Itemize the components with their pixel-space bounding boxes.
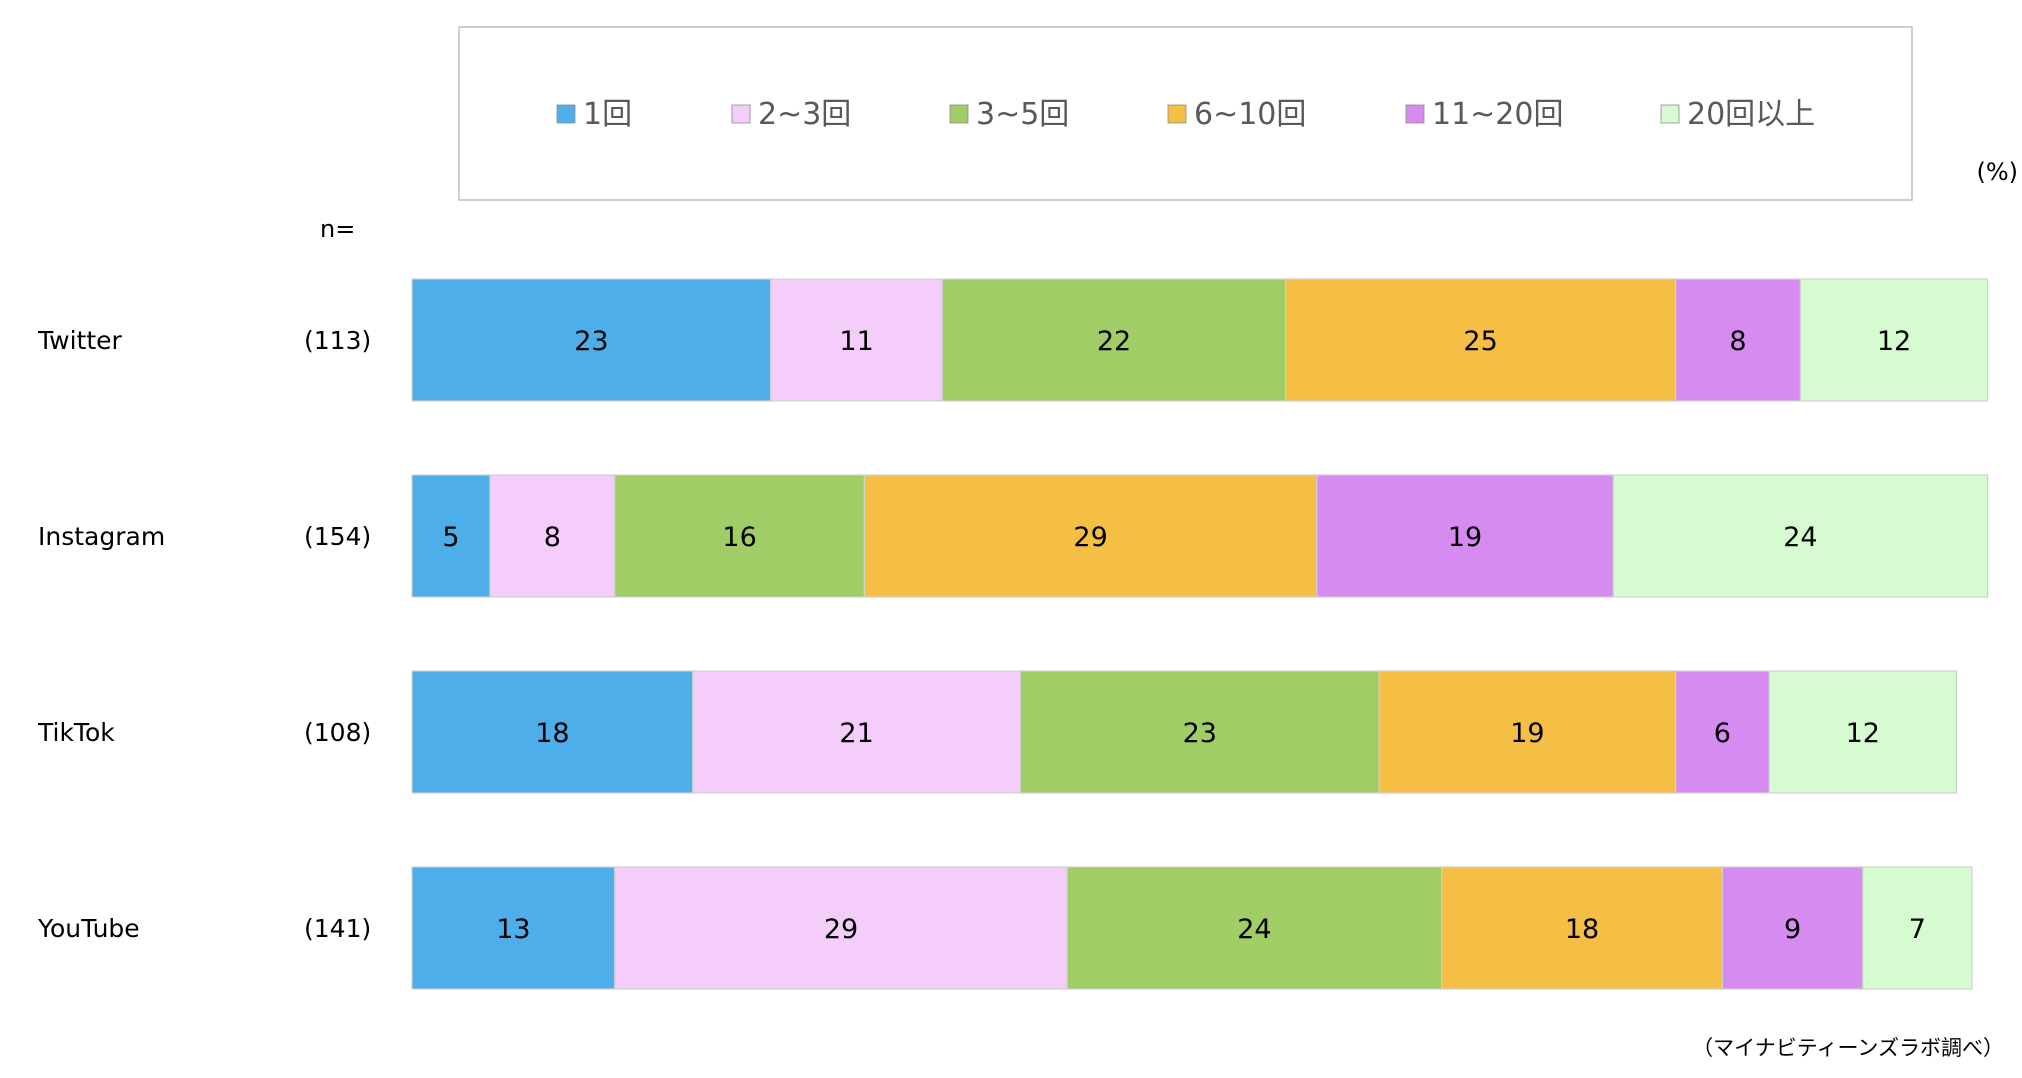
value-label-instagram-series-3: 16 bbox=[722, 522, 756, 553]
legend-label-2: 2~3回 bbox=[758, 97, 851, 132]
bar-twitter-series-3 bbox=[941, 278, 1287, 402]
bar-twitter-series-4 bbox=[1284, 278, 1677, 402]
category-label-instagram: Instagram bbox=[38, 522, 165, 551]
legend-swatch-4 bbox=[1167, 104, 1187, 124]
bar-youtube-series-3 bbox=[1066, 866, 1443, 990]
value-label-youtube-series-3: 24 bbox=[1237, 914, 1271, 945]
bar-tiktok-series-6 bbox=[1768, 670, 1957, 794]
bar-youtube-series-5 bbox=[1721, 866, 1864, 990]
value-label-twitter-series-5: 8 bbox=[1729, 326, 1746, 357]
value-label-youtube-series-6: 7 bbox=[1909, 914, 1926, 945]
n-label-tiktok: (108) bbox=[304, 718, 371, 747]
value-label-instagram-series-1: 5 bbox=[442, 522, 459, 553]
bar-instagram-series-2 bbox=[489, 474, 616, 598]
category-label-youtube: YouTube bbox=[37, 914, 140, 943]
bar-instagram-series-1 bbox=[411, 474, 491, 598]
value-label-tiktok-series-3: 23 bbox=[1183, 718, 1217, 749]
legend-label-5: 11~20回 bbox=[1432, 97, 1563, 132]
bar-instagram-series-6 bbox=[1612, 474, 1989, 598]
value-label-tiktok-series-4: 19 bbox=[1510, 718, 1544, 749]
bar-instagram-series-4 bbox=[863, 474, 1318, 598]
bar-instagram-series-3 bbox=[614, 474, 865, 598]
category-label-tiktok: TikTok bbox=[37, 718, 115, 747]
bar-instagram-series-5 bbox=[1316, 474, 1614, 598]
bar-tiktok-series-1 bbox=[411, 670, 694, 794]
value-label-twitter-series-6: 12 bbox=[1877, 326, 1911, 357]
legend-swatch-5 bbox=[1405, 104, 1425, 124]
legend: 1回 2~3回 3~5回 6~10回 11~20回 20回以上 bbox=[556, 97, 1815, 132]
value-label-tiktok-series-5: 6 bbox=[1714, 718, 1731, 749]
n-label-twitter: (113) bbox=[304, 326, 371, 355]
legend-label-6: 20回以上 bbox=[1687, 97, 1815, 132]
value-label-instagram-series-6: 24 bbox=[1783, 522, 1817, 553]
n-header: n= bbox=[320, 215, 355, 243]
value-label-twitter-series-4: 25 bbox=[1463, 326, 1497, 357]
value-label-twitter-series-2: 11 bbox=[839, 326, 873, 357]
bar-youtube-series-2 bbox=[614, 866, 1068, 990]
value-label-youtube-series-4: 18 bbox=[1565, 914, 1599, 945]
category-label-twitter: Twitter bbox=[37, 326, 123, 355]
value-label-instagram-series-2: 8 bbox=[544, 522, 561, 553]
value-label-youtube-series-1: 13 bbox=[496, 914, 530, 945]
value-label-youtube-series-5: 9 bbox=[1784, 914, 1801, 945]
bar-twitter-series-5 bbox=[1674, 278, 1801, 402]
bar-tiktok-series-4 bbox=[1378, 670, 1677, 794]
bar-tiktok-series-2 bbox=[692, 670, 1021, 794]
bar-youtube-series-4 bbox=[1440, 866, 1723, 990]
n-label-youtube: (141) bbox=[304, 914, 371, 943]
chart-rows: Twitter (113) 23 11 22 25 8 12 Instagram (154) 5 8 1… bbox=[37, 278, 1989, 990]
source-note: （マイナビティーンズラボ調べ） bbox=[1692, 1036, 2004, 1060]
legend-label-4: 6~10回 bbox=[1194, 97, 1306, 132]
n-label-instagram: (154) bbox=[304, 522, 371, 551]
legend-label-3: 3~5回 bbox=[976, 97, 1069, 132]
legend-label-1: 1回 bbox=[583, 97, 632, 132]
legend-swatch-3 bbox=[949, 104, 969, 124]
value-label-twitter-series-1: 23 bbox=[574, 326, 608, 357]
value-label-instagram-series-5: 19 bbox=[1448, 522, 1482, 553]
bar-twitter-series-6 bbox=[1799, 278, 1989, 402]
legend-swatch-6 bbox=[1660, 104, 1680, 124]
bar-twitter-series-2 bbox=[770, 278, 943, 402]
legend-swatch-1 bbox=[556, 104, 576, 124]
bar-youtube-series-1 bbox=[411, 866, 616, 990]
bar-youtube-series-6 bbox=[1862, 866, 1973, 990]
bar-twitter-series-1 bbox=[411, 278, 772, 402]
value-label-tiktok-series-6: 12 bbox=[1846, 718, 1880, 749]
bar-tiktok-series-3 bbox=[1019, 670, 1380, 794]
bar-tiktok-series-5 bbox=[1674, 670, 1770, 794]
unit-label: (%) bbox=[1976, 158, 2018, 186]
legend-swatch-2 bbox=[731, 104, 751, 124]
value-label-youtube-series-2: 29 bbox=[824, 914, 858, 945]
value-label-instagram-series-4: 29 bbox=[1073, 522, 1107, 553]
value-label-twitter-series-3: 22 bbox=[1097, 326, 1131, 357]
value-label-tiktok-series-2: 21 bbox=[839, 718, 873, 749]
value-label-tiktok-series-1: 18 bbox=[535, 718, 569, 749]
